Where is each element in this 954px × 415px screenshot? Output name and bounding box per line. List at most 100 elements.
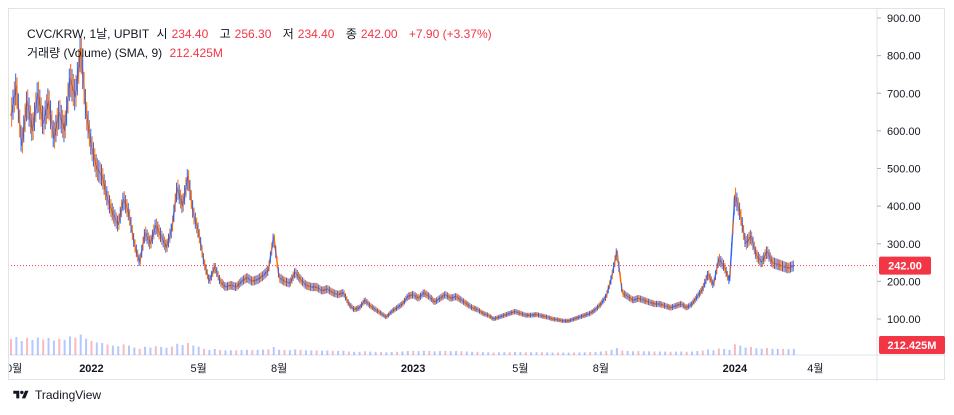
volume-bar <box>615 348 618 355</box>
price-tick-label: 900.00 <box>887 13 921 25</box>
volume-bar <box>154 346 157 355</box>
price-tick-label: 600.00 <box>887 126 921 138</box>
price-tick-label: 400.00 <box>887 201 921 213</box>
volume-bar <box>208 350 211 355</box>
volume-badge-label: 212.425M <box>888 340 937 352</box>
volume-bar <box>546 352 549 355</box>
volume-bar <box>331 350 334 355</box>
volume-bar <box>176 343 179 355</box>
volume-bar <box>374 351 377 355</box>
volume-bar <box>396 351 399 355</box>
volume-bar <box>476 351 479 355</box>
volume-bar <box>578 352 581 355</box>
volume-bar <box>133 347 136 355</box>
volume-bar <box>701 350 704 355</box>
volume-bar <box>749 347 752 355</box>
volume-legend-value: 212.425M <box>169 46 223 60</box>
volume-bar <box>15 337 18 355</box>
volume-bar <box>245 349 248 355</box>
volume-bar <box>707 349 710 355</box>
volume-bar <box>771 348 774 355</box>
volume-bar <box>428 351 431 355</box>
volume-bar <box>540 352 543 355</box>
volume-bar <box>31 340 34 355</box>
tradingview-logo-icon[interactable] <box>12 389 30 401</box>
low-label: 저 <box>282 27 294 41</box>
volume-bar <box>117 346 120 355</box>
volume-bar <box>594 351 597 355</box>
price-tick-label: 500.00 <box>887 164 921 176</box>
price-chart[interactable]: 900.00 800.00 700.00 600.00 500.00 400.00 300.… <box>9 9 946 381</box>
volume-bar <box>385 352 388 355</box>
volume-bar <box>278 349 281 355</box>
volume-bar <box>165 347 168 355</box>
volume-bar <box>272 347 275 355</box>
volume-bar <box>787 349 790 355</box>
time-tick-label: 2022 <box>79 363 103 375</box>
volume-legend-label[interactable]: 거래량 (Volume) (SMA, 9) <box>27 46 163 60</box>
volume-bar <box>653 351 656 355</box>
volume-bar <box>58 338 61 355</box>
volume-bar <box>315 350 318 355</box>
volume-bar <box>792 348 795 355</box>
volume-bar <box>658 351 661 355</box>
volume-bar <box>101 343 104 355</box>
time-tick-label: 2024 <box>723 363 748 375</box>
close-value: 242.00 <box>360 27 398 41</box>
volume-bar <box>642 351 645 355</box>
price-axis[interactable]: 900.00 800.00 700.00 600.00 500.00 400.00 300.… <box>877 13 945 354</box>
volume-bar <box>455 351 458 355</box>
volume-bar <box>337 350 340 355</box>
volume-bar <box>149 347 152 355</box>
volume-bar <box>106 344 109 355</box>
volume-bar <box>20 341 23 355</box>
close-item: 종 242.00 <box>346 27 402 41</box>
symbol-name[interactable]: CVC/KRW, 1날, UPBIT <box>27 27 150 41</box>
volume-bar <box>47 338 50 355</box>
time-axis[interactable]: 10월 2022 5월 8월 2023 5월 8월 2024 4월 <box>9 362 823 375</box>
volume-bar <box>691 351 694 355</box>
low-value: 234.40 <box>297 27 335 41</box>
volume-bar <box>390 352 393 355</box>
volume-bar <box>648 351 651 355</box>
volume-bar <box>347 351 350 355</box>
volume-bar <box>669 351 672 355</box>
volume-bar <box>412 350 415 355</box>
volume-bar <box>294 349 297 355</box>
price-series <box>10 36 795 324</box>
volume-bar <box>680 351 683 355</box>
volume-bar <box>36 337 39 355</box>
volume-bar <box>240 350 243 355</box>
volume-bar <box>224 350 227 355</box>
volume-bar <box>508 352 511 355</box>
volume-bar <box>766 348 769 355</box>
volume-bar <box>203 348 206 355</box>
high-value: 256.30 <box>234 27 272 41</box>
volume-bar <box>138 348 141 355</box>
volume-bar <box>733 344 736 355</box>
volume-bar <box>235 350 238 355</box>
volume-bar <box>471 351 474 355</box>
volume-bar <box>406 351 409 355</box>
brand-name[interactable]: TradingView <box>35 388 102 402</box>
volume-bar <box>599 351 602 355</box>
volume-bar <box>181 345 184 355</box>
time-tick-label: 5월 <box>512 362 528 375</box>
chart-frame[interactable]: 900.00 800.00 700.00 600.00 500.00 400.00 300.… <box>8 8 946 381</box>
volume-bar <box>674 351 677 355</box>
volume-bar <box>170 346 173 355</box>
volume-bar <box>583 352 586 355</box>
volume-bar <box>74 337 77 355</box>
volume-bar <box>213 349 216 355</box>
volume-bar <box>524 352 527 355</box>
volume-bar <box>723 349 726 355</box>
volume-bar <box>262 349 265 355</box>
open-item: 시 234.40 <box>157 27 213 41</box>
volume-bar <box>664 351 667 355</box>
symbol-legend: CVC/KRW, 1날, UPBIT 시 234.40 고 256.30 저 234.… <box>27 25 496 42</box>
volume-bar <box>256 349 259 355</box>
volume-bar <box>90 341 93 355</box>
volume-bar <box>637 351 640 355</box>
volume-bar <box>326 350 329 355</box>
volume-bar <box>85 338 88 355</box>
